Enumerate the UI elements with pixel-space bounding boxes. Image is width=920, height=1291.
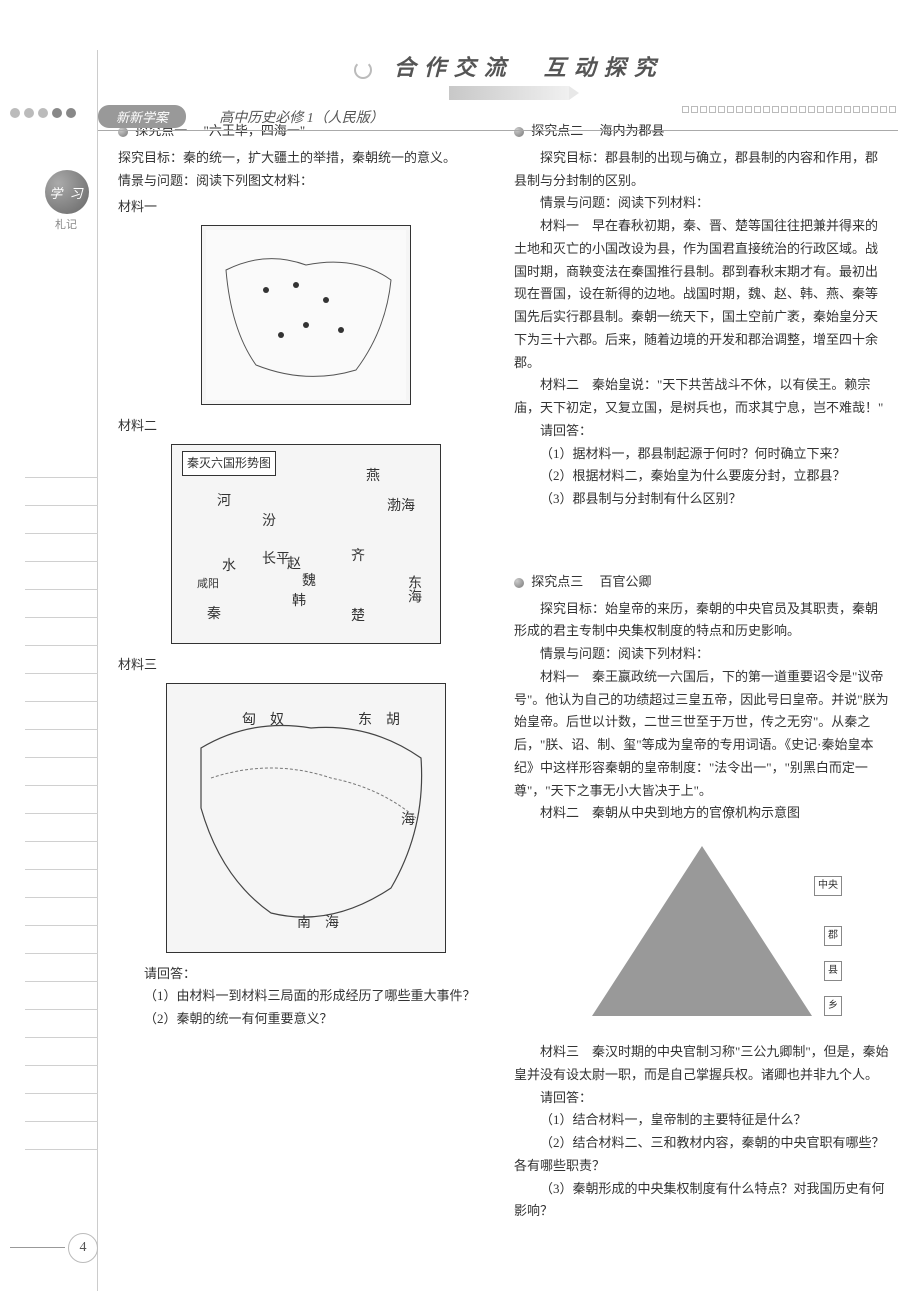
map2-han: 韩 bbox=[292, 590, 306, 615]
p2-context: 情景与问题：阅读下列材料： bbox=[514, 192, 890, 215]
map2-cp: 长平 bbox=[262, 548, 290, 573]
p3-ctx-label: 情景与问题： bbox=[540, 646, 618, 661]
arrow-icon bbox=[449, 86, 569, 100]
study-badge: 学 习 bbox=[45, 170, 89, 214]
p2-q2: （2）根据材料二，秦始皇为什么要废分封，立郡县？ bbox=[514, 465, 890, 488]
p3-answer: 请回答： bbox=[514, 1087, 890, 1110]
map3-hai: 海 bbox=[401, 809, 415, 834]
map3-image: 匈 奴 东 胡 海 南 海 bbox=[166, 683, 446, 953]
map2-xy: 咸阳 bbox=[197, 575, 219, 594]
p2-answer: 请回答： bbox=[514, 420, 890, 443]
bullet-icon bbox=[514, 578, 524, 588]
map2-bohai: 渤海 bbox=[387, 495, 415, 520]
context-label: 情景与问题： bbox=[118, 173, 196, 188]
p1-q1: （1）由材料一到材料三局面的形成经历了哪些重大事件？ bbox=[118, 985, 494, 1008]
point3-title: 百官公卿 bbox=[600, 574, 652, 589]
note-lines bbox=[25, 450, 98, 1150]
section-title-text: 合作交流 互动探究 bbox=[394, 55, 664, 80]
p3-m1-label: 材料一 bbox=[540, 669, 579, 684]
pyr-l2: 郡 bbox=[824, 926, 842, 946]
left-margin: 学 习 札记 bbox=[0, 50, 98, 1291]
pyramid-shape bbox=[592, 846, 812, 1016]
point1-goal: 探究目标：秦的统一，扩大疆土的举措，秦朝统一的意义。 bbox=[118, 147, 494, 170]
p3-goal: 探究目标：始皇帝的来历，秦朝的中央官员及其职责，秦朝形成的君主专制中央集权制度的… bbox=[514, 598, 890, 644]
decorative-dots bbox=[10, 108, 76, 118]
p3-m2: 材料二 秦朝从中央到地方的官僚机构示意图 bbox=[514, 802, 890, 825]
left-column: 探究点一 "六王毕，四海一" 探究目标：秦的统一，扩大疆土的举措，秦朝统一的意义… bbox=[118, 120, 494, 1223]
material2-label: 材料二 bbox=[118, 415, 494, 438]
material1-label: 材料一 bbox=[118, 196, 494, 219]
study-badge-subtitle: 札记 bbox=[55, 216, 77, 232]
pyr-l1: 中央 bbox=[814, 876, 842, 896]
map2-title: 秦灭六国形势图 bbox=[182, 451, 276, 476]
map2-yan: 燕 bbox=[366, 465, 380, 490]
series-pill: 新新学案 bbox=[98, 105, 186, 128]
map1-svg bbox=[206, 230, 406, 400]
goal-label: 探究目标： bbox=[118, 150, 183, 165]
goal-text: 秦的统一，扩大疆土的举措，秦朝统一的意义。 bbox=[183, 150, 456, 165]
content-columns: 探究点一 "六王毕，四海一" 探究目标：秦的统一，扩大疆土的举措，秦朝统一的意义… bbox=[98, 120, 920, 1223]
right-column: 探究点二 海内为郡县 探究目标：郡县制的出现与确立，郡县制的内容和作用，郡县制与… bbox=[514, 120, 890, 1223]
p2-goal: 探究目标：郡县制的出现与确立，郡县制的内容和作用，郡县制与分封制的区别。 bbox=[514, 147, 890, 193]
swirl-icon bbox=[354, 61, 372, 79]
map2-fen: 汾 bbox=[262, 510, 276, 535]
map2-qin: 秦 bbox=[207, 603, 221, 628]
page: 学 习 札记 新新学案 高中历史必修 1（人民版） 合作交流 互动探究 bbox=[0, 50, 920, 1291]
p1-answer-prompt: 请回答： bbox=[118, 963, 494, 986]
p1-q2: （2）秦朝的统一有何重要意义？ bbox=[118, 1008, 494, 1031]
point3-label: 探究点三 bbox=[531, 574, 583, 589]
p2-m2: 材料二 秦始皇说："天下共苦战斗不休，以有侯王。赖宗庙，天下初定，又复立国，是树… bbox=[514, 374, 890, 420]
p2-ctx-text: 阅读下列材料： bbox=[618, 195, 709, 210]
pyr-l3: 县 bbox=[824, 961, 842, 981]
p3-m2-caption: 秦朝从中央到地方的官僚机构示意图 bbox=[592, 805, 800, 820]
p2-m2-label: 材料二 bbox=[540, 377, 579, 392]
p3-context: 情景与问题：阅读下列材料： bbox=[514, 643, 890, 666]
page-number: 4 bbox=[68, 1233, 98, 1263]
p3-m2-label: 材料二 bbox=[540, 805, 579, 820]
map2-image: 秦灭六国形势图 燕 渤海 河 汾 赵 长平 齐 魏 韩 秦 楚 东海 咸阳 水 bbox=[171, 444, 441, 644]
p2-q1: （1）据材料一，郡县制起源于何时？何时确立下来？ bbox=[514, 443, 890, 466]
p3-ctx-text: 阅读下列材料： bbox=[618, 646, 709, 661]
p3-q3: （3）秦朝形成的中央集权制度有什么特点？对我国历史有何影响？ bbox=[514, 1178, 890, 1224]
map3-xiongnu: 匈 奴 bbox=[242, 709, 284, 734]
map2-shui: 水 bbox=[222, 555, 236, 580]
p2-ctx-label: 情景与问题： bbox=[540, 195, 618, 210]
map2-he: 河 bbox=[217, 490, 231, 515]
point1-context: 情景与问题：阅读下列图文材料： bbox=[118, 170, 494, 193]
context-text: 阅读下列图文材料： bbox=[196, 173, 313, 188]
p3-m3: 材料三 秦汉时期的中央官制习称"三公九卿制"，但是，秦始皇并没有设太尉一职，而是… bbox=[514, 1041, 890, 1087]
p2-q3: （3）郡县制与分封制有什么区别？ bbox=[514, 488, 890, 511]
p2-goal-label: 探究目标： bbox=[540, 150, 605, 165]
map3-nanhai: 南 海 bbox=[297, 912, 339, 937]
p2-m1: 材料一 早在春秋初期，秦、晋、楚等国往往把兼并得来的土地和灭亡的小国改设为县，作… bbox=[514, 215, 890, 374]
map2-qi: 齐 bbox=[351, 545, 365, 570]
p3-m1-text: 秦王嬴政统一六国后，下的第一道重要诏令是"议帝号"。他认为自己的功绩超过三皇五帝… bbox=[514, 669, 889, 798]
pyramid-diagram: 中央 郡 县 乡 bbox=[562, 831, 842, 1031]
p3-m1: 材料一 秦王嬴政统一六国后，下的第一道重要诏令是"议帝号"。他认为自己的功绩超过… bbox=[514, 666, 890, 803]
p3-q1: （1）结合材料一，皇帝制的主要特征是什么？ bbox=[514, 1109, 890, 1132]
footer-lines bbox=[10, 1247, 69, 1248]
subject-title: 高中历史必修 1（人民版） bbox=[219, 107, 384, 127]
pyr-l4: 乡 bbox=[824, 996, 842, 1016]
map1-image bbox=[201, 225, 411, 405]
material3-label: 材料三 bbox=[118, 654, 494, 677]
point3-header: 探究点三 百官公卿 bbox=[514, 571, 890, 594]
p2-m1-text: 早在春秋初期，秦、晋、楚等国往往把兼并得来的土地和灭亡的小国改设为县，作为国君直… bbox=[514, 218, 878, 370]
map2-chu: 楚 bbox=[351, 605, 365, 630]
p2-m1-label: 材料一 bbox=[540, 218, 579, 233]
section-title: 合作交流 互动探究 bbox=[98, 50, 920, 82]
header-rule bbox=[98, 130, 898, 131]
map3-donghu: 东 胡 bbox=[358, 709, 400, 734]
p3-m3-label: 材料三 bbox=[540, 1044, 579, 1059]
map2-donghai: 东海 bbox=[401, 575, 426, 603]
decorative-squares bbox=[682, 106, 896, 113]
p3-q2: （2）结合材料二、三和教材内容，秦朝的中央官职有哪些？各有哪些职责？ bbox=[514, 1132, 890, 1178]
p3-goal-label: 探究目标： bbox=[540, 601, 605, 616]
